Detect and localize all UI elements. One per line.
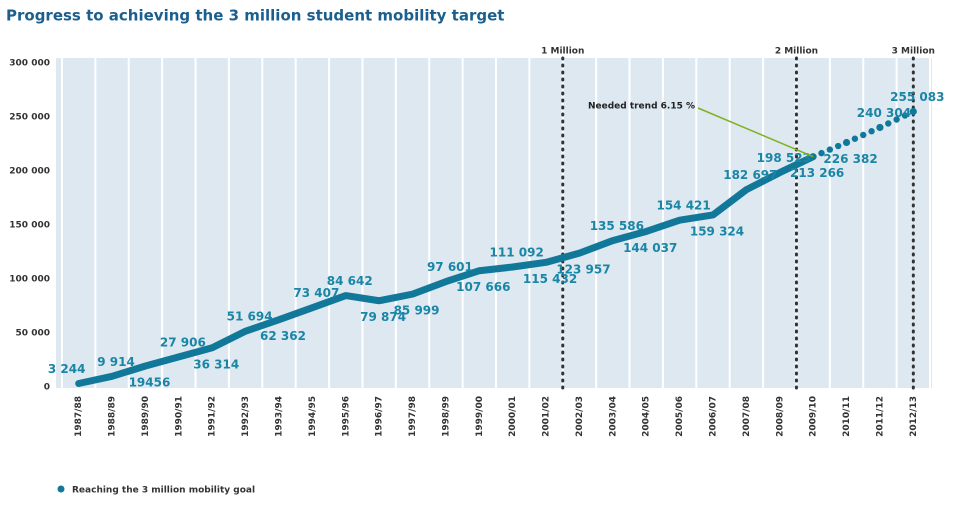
x-tick-label: 2004/05 (642, 396, 652, 437)
trend-dot (834, 142, 842, 150)
x-tick-label: 2011/12 (875, 396, 885, 437)
data-label: 154 421 (656, 199, 710, 213)
x-tick-label: 1990/91 (174, 396, 184, 437)
x-tick-label: 2007/08 (742, 396, 752, 437)
data-label: 213 266 (790, 166, 844, 180)
x-tick-label: 2000/01 (508, 396, 518, 437)
data-label: 3 244 (48, 362, 86, 376)
x-tick-label: 1989/90 (141, 396, 151, 437)
trend-dot (818, 149, 825, 157)
x-tick-label: 2001/02 (542, 396, 552, 437)
x-tick-label: 1992/93 (241, 396, 251, 437)
data-label: 73 407 (293, 286, 339, 300)
data-label: 107 666 (456, 280, 510, 294)
x-tick-label: 1995/96 (341, 396, 351, 437)
annotation-line (697, 107, 814, 158)
data-label: 159 324 (690, 224, 744, 238)
x-tick-label: 1988/89 (108, 396, 118, 437)
y-tick-label: 100 000 (9, 275, 50, 285)
trend-point (842, 138, 851, 147)
chart-title: Progress to achieving the 3 million stud… (6, 7, 504, 25)
x-tick-label: 2008/09 (775, 396, 785, 437)
milestone-label: 2 Million (775, 47, 818, 57)
data-label: 79 874 (360, 310, 406, 324)
x-tick-label: 2003/04 (608, 396, 618, 437)
trend-dot (901, 112, 909, 119)
trend-dot (851, 135, 859, 142)
y-tick-label: 300 000 (9, 59, 50, 69)
x-tick-label: 1993/94 (275, 396, 285, 437)
x-tick-label: 1997/98 (408, 396, 418, 437)
annotation: Needed trend 6.15 % (588, 102, 695, 112)
data-label: 36 314 (193, 357, 239, 371)
data-label: 115 432 (523, 272, 577, 286)
trend-dot (885, 120, 892, 127)
data-label: 97 601 (427, 260, 473, 274)
data-label: 255 083 (890, 90, 944, 104)
data-label: 198 523 (757, 151, 811, 165)
x-tick-label: 1998/99 (441, 396, 451, 437)
trend-dot (893, 116, 900, 123)
x-tick-label: 2009/10 (809, 396, 819, 437)
x-tick-label: 2006/07 (709, 396, 719, 437)
trend-dot (868, 128, 875, 135)
data-label: 226 382 (823, 152, 877, 166)
data-label: 9 914 (97, 355, 135, 369)
x-tick-label: 2010/11 (842, 396, 852, 437)
milestone-label: 1 Million (541, 47, 584, 57)
x-tick-label: 1999/00 (475, 396, 485, 437)
y-tick-label: 150 000 (9, 221, 50, 231)
data-label: 85 999 (394, 304, 440, 318)
data-label: 123 957 (556, 263, 610, 277)
data-label: 144 037 (623, 241, 677, 255)
x-tick-label: 2005/06 (675, 396, 685, 437)
x-tick-label: 1996/97 (375, 396, 385, 437)
y-tick-label: 250 000 (9, 113, 50, 123)
plot-area (56, 58, 932, 388)
y-tick-label: 50 000 (16, 329, 50, 339)
data-line (75, 153, 817, 387)
trend-point (909, 107, 917, 116)
x-tick-label: 1994/95 (308, 396, 318, 437)
trend-dot (860, 131, 867, 139)
data-label: 62 362 (260, 329, 306, 343)
data-label: 27 906 (160, 335, 206, 349)
x-tick-label: 1987/88 (74, 396, 84, 437)
x-tick-label: 1991/92 (208, 396, 218, 437)
data-label: 19456 (129, 375, 171, 389)
milestone-label: 3 Million (892, 47, 935, 57)
data-label: 51 694 (227, 310, 273, 324)
data-label: 240 304 (857, 106, 911, 120)
x-tick-label: 2012/13 (909, 396, 919, 437)
data-label: 84 642 (327, 274, 373, 288)
data-label: 182 697 (723, 168, 777, 182)
data-label: 111 092 (490, 246, 544, 260)
trend-point (876, 123, 884, 132)
y-tick-label: 0 (44, 383, 50, 393)
legend-marker (57, 485, 65, 493)
trend-dot (826, 146, 834, 153)
x-tick-label: 2002/03 (575, 396, 585, 437)
legend-label: Reaching the 3 million mobility goal (72, 486, 255, 496)
y-tick-label: 200 000 (9, 167, 50, 177)
data-label: 135 586 (590, 219, 644, 233)
